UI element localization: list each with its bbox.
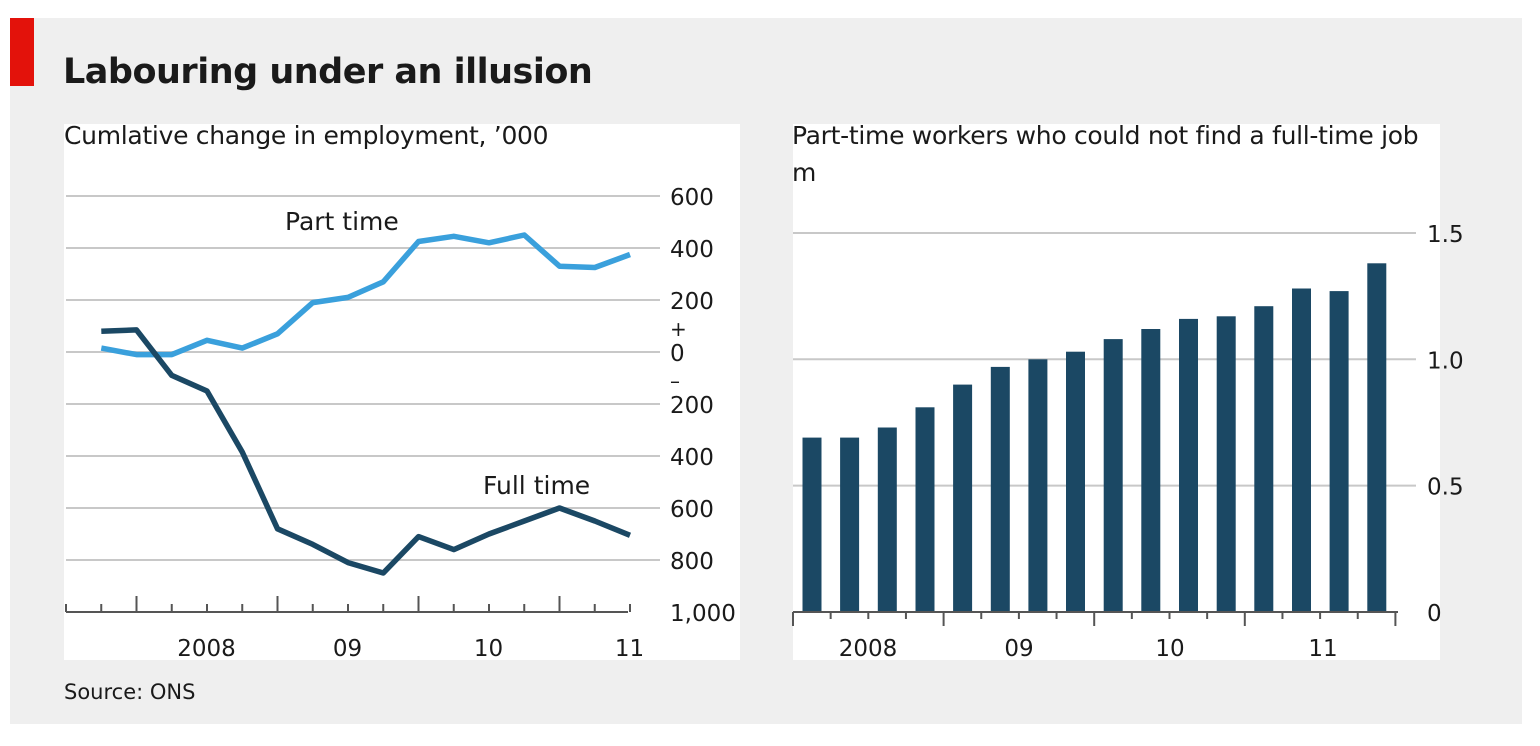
bar <box>915 407 935 612</box>
right-chart-title: Part-time workers who could not find a f… <box>792 121 1419 150</box>
y-tick-label: 400 <box>670 237 714 263</box>
bar <box>990 366 1010 612</box>
bar <box>1254 306 1274 612</box>
y-tick-label: 600 <box>670 497 714 523</box>
page-title: Labouring under an illusion <box>63 52 593 92</box>
bar <box>1179 318 1198 612</box>
bar <box>1329 291 1349 612</box>
bar <box>1103 339 1123 612</box>
y-tick-label: 200 <box>670 393 714 419</box>
y-tick-label: 600 <box>670 185 714 211</box>
bar <box>877 427 897 612</box>
y-minus-sign: – <box>670 369 680 393</box>
y-tick-label: 1.5 <box>1427 222 1464 248</box>
bar <box>802 437 822 612</box>
y-tick-label: 200 <box>670 289 714 315</box>
series-label-full-time: Full time <box>483 471 590 500</box>
x-tick-label: 09 <box>1004 636 1033 662</box>
x-tick-label: 10 <box>474 636 503 662</box>
bar <box>1028 359 1048 612</box>
y-tick-label: 400 <box>670 445 714 471</box>
left-chart-title: Cumlative change in employment, ’000 <box>64 121 549 150</box>
series-label-part-time: Part time <box>285 207 399 236</box>
y-tick-label: 800 <box>670 549 714 575</box>
red-flag-accent <box>10 18 34 86</box>
series-line-part-time <box>100 232 631 358</box>
right-chart-unit: m <box>792 158 817 187</box>
bar <box>1216 316 1236 612</box>
y-tick-label: 1,000 <box>670 601 736 627</box>
x-tick-label: 11 <box>1308 636 1337 662</box>
x-tick-label: 10 <box>1155 636 1184 662</box>
bar <box>840 437 860 612</box>
y-tick-label: 0.5 <box>1427 475 1464 501</box>
bar <box>1141 329 1161 612</box>
bar <box>1066 351 1085 612</box>
bar <box>1292 288 1311 612</box>
y-plus-sign: + <box>670 317 687 341</box>
x-tick-label: 09 <box>333 636 362 662</box>
x-tick-label: 11 <box>615 636 644 662</box>
x-tick-label: 2008 <box>839 636 898 662</box>
x-tick-label: 2008 <box>177 636 236 662</box>
y-tick-label: 0 <box>1427 601 1442 627</box>
y-tick-label: 0 <box>670 341 685 367</box>
bar <box>1367 263 1387 612</box>
bar <box>953 384 973 612</box>
series-line-full-time <box>101 327 632 576</box>
left-chart-panel <box>64 124 740 660</box>
y-tick-label: 1.0 <box>1427 348 1464 374</box>
source-note: Source: ONS <box>64 680 196 704</box>
